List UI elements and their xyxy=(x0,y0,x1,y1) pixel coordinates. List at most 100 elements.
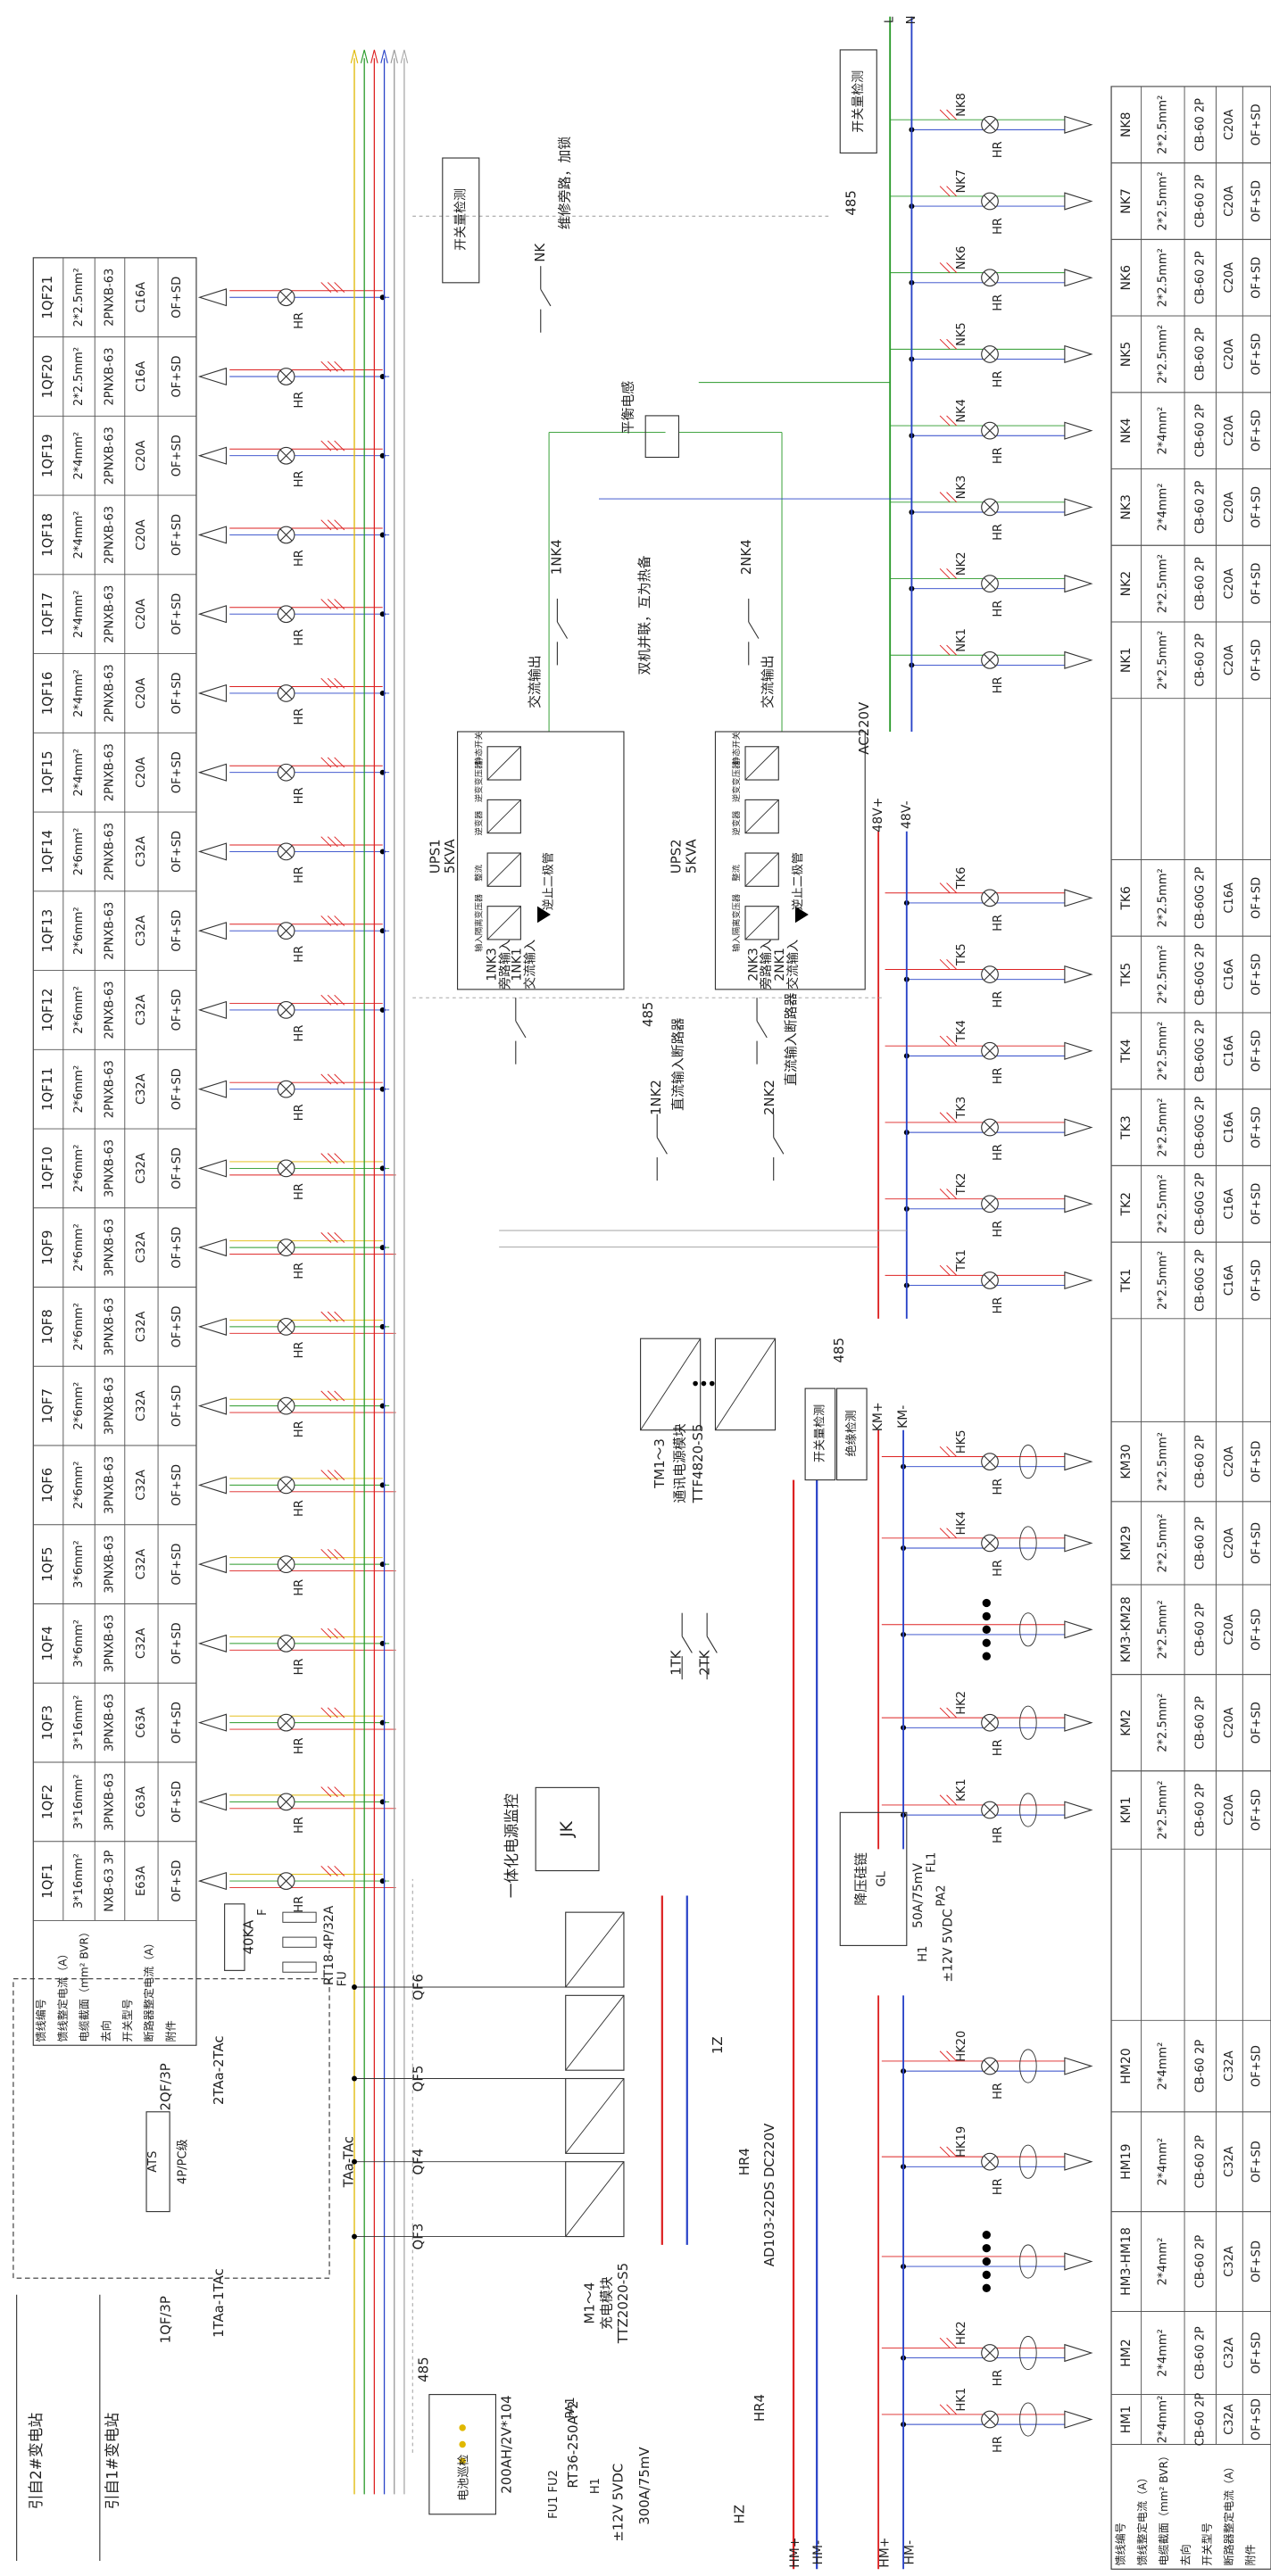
outgoing-arrow xyxy=(1064,1713,1093,1732)
wire xyxy=(939,644,951,656)
outgoing-arrow xyxy=(197,1872,228,1891)
table-cell: 3PNXB-63 xyxy=(104,1139,117,1197)
wire xyxy=(279,291,293,304)
current-transformer xyxy=(1019,1526,1037,1561)
bus-arrow xyxy=(390,49,399,63)
wire xyxy=(984,2347,996,2359)
lamp-label: HR xyxy=(992,1739,1005,1756)
ups-box xyxy=(457,731,625,990)
outgoing-arrow xyxy=(1064,889,1093,907)
table-cell: OF+SD xyxy=(1250,1702,1264,1744)
table-cell: OF+SD xyxy=(170,1464,184,1506)
table-cell: OF+SD xyxy=(170,1385,184,1427)
outgoing-arrow xyxy=(1064,192,1093,211)
wire xyxy=(320,1865,332,1876)
label: TTF4820-S5 xyxy=(690,1424,706,1504)
feeder-id: 1QF15 xyxy=(39,750,55,794)
ellipsis-dot xyxy=(982,2257,991,2266)
table-cell: OF+SD xyxy=(170,355,184,397)
table-cell: C16A xyxy=(135,282,148,313)
table-cell: OF+SD xyxy=(1250,180,1264,222)
wire xyxy=(327,1153,338,1164)
wire xyxy=(486,852,521,887)
label: HZ xyxy=(731,2505,747,2523)
label: QF5 xyxy=(411,2066,427,2092)
table-cell: 2*6mm² xyxy=(72,1462,86,1510)
lamp-label: HR xyxy=(992,294,1005,311)
feeder-id: 1QF19 xyxy=(39,434,55,477)
wire xyxy=(334,994,345,1006)
table-cell: 2*2.5mm² xyxy=(1156,868,1169,927)
wire xyxy=(984,195,996,208)
lamp-label: HR xyxy=(293,1896,306,1913)
ups-stage xyxy=(744,799,779,834)
outgoing-arrow xyxy=(197,1396,228,1415)
table-cell: OF+SD xyxy=(170,1147,184,1189)
wire xyxy=(334,360,345,372)
outgoing-arrow xyxy=(1064,115,1093,134)
label: KM- xyxy=(896,1405,910,1429)
wire xyxy=(946,186,958,197)
wire xyxy=(946,1446,958,1457)
current-transformer xyxy=(1019,2049,1037,2083)
outgoing-arrow xyxy=(197,922,228,940)
wire xyxy=(748,621,760,639)
table-header: 馈线整定电流（A） xyxy=(1135,2472,1149,2565)
current-transformer xyxy=(1019,1445,1037,1479)
wire xyxy=(946,1264,958,1276)
wire xyxy=(334,1153,345,1164)
table-cell: OF+SD xyxy=(170,277,184,319)
label: TAa-TAc xyxy=(340,2136,356,2188)
lamp-label: HR xyxy=(992,601,1005,617)
lamp-label: HR xyxy=(992,141,1005,158)
outgoing-arrow xyxy=(197,1159,228,1178)
current-transformer xyxy=(1019,2402,1037,2437)
lamp-label: HR xyxy=(992,1479,1005,1495)
label: FU xyxy=(336,1971,349,1986)
left-table-frame xyxy=(32,257,197,2046)
feeder-id: 1QF18 xyxy=(39,513,55,557)
lamp-label: HR xyxy=(293,392,306,409)
table-cell: 2*4mm² xyxy=(72,432,86,480)
feeder-id: 1QF4 xyxy=(39,1626,55,1661)
feeder-id: 1QF12 xyxy=(39,989,55,1032)
label: FU1 FU2 xyxy=(547,2470,561,2519)
wire xyxy=(334,757,345,768)
table-cell: 2*4mm² xyxy=(1156,2042,1169,2091)
table-cell: 2*4mm² xyxy=(1156,2138,1169,2186)
ats-box xyxy=(145,2111,170,2213)
label: N xyxy=(905,15,918,24)
ups-stage-label: 逆变变压器 xyxy=(473,760,484,802)
wire xyxy=(984,1803,996,1817)
outgoing-arrow xyxy=(1064,1534,1093,1553)
label: 2NK3 xyxy=(746,948,760,981)
feeder-id: TK6 xyxy=(1119,886,1134,911)
branch-label: HK19 xyxy=(955,2126,968,2158)
feeder-id: TK3 xyxy=(1119,1115,1134,1140)
wire xyxy=(939,882,951,894)
wire xyxy=(279,845,293,858)
table-cell: CB-60 2P xyxy=(1193,2040,1207,2093)
table-cell: OF+SD xyxy=(170,593,184,635)
table-cell: OF+SD xyxy=(170,1544,184,1586)
junction xyxy=(352,2158,357,2165)
label: 1NK4 xyxy=(548,539,564,575)
table-cell: 2PNXB-63 xyxy=(104,347,117,405)
wire xyxy=(279,924,293,938)
wire xyxy=(946,109,958,120)
table-cell: 2*6mm² xyxy=(72,1382,86,1430)
wire xyxy=(540,288,552,307)
branch-label: KK1 xyxy=(955,1778,968,1801)
label: 300A/75mV xyxy=(636,2447,652,2525)
bus-arrow xyxy=(360,49,369,63)
table-cell: 2*2.5mm² xyxy=(1156,945,1169,1004)
table-cell: CB-60 2P xyxy=(1193,98,1207,152)
wire xyxy=(939,109,951,120)
table-cell: C20A xyxy=(1223,1794,1236,1826)
feeder-id: NK6 xyxy=(1119,265,1134,290)
junction xyxy=(352,2075,357,2082)
table-cell: C20A xyxy=(1223,1528,1236,1559)
feeder-id: 1QF11 xyxy=(39,1067,55,1111)
table-cell: C63A xyxy=(135,1707,148,1738)
wire xyxy=(279,1162,293,1175)
